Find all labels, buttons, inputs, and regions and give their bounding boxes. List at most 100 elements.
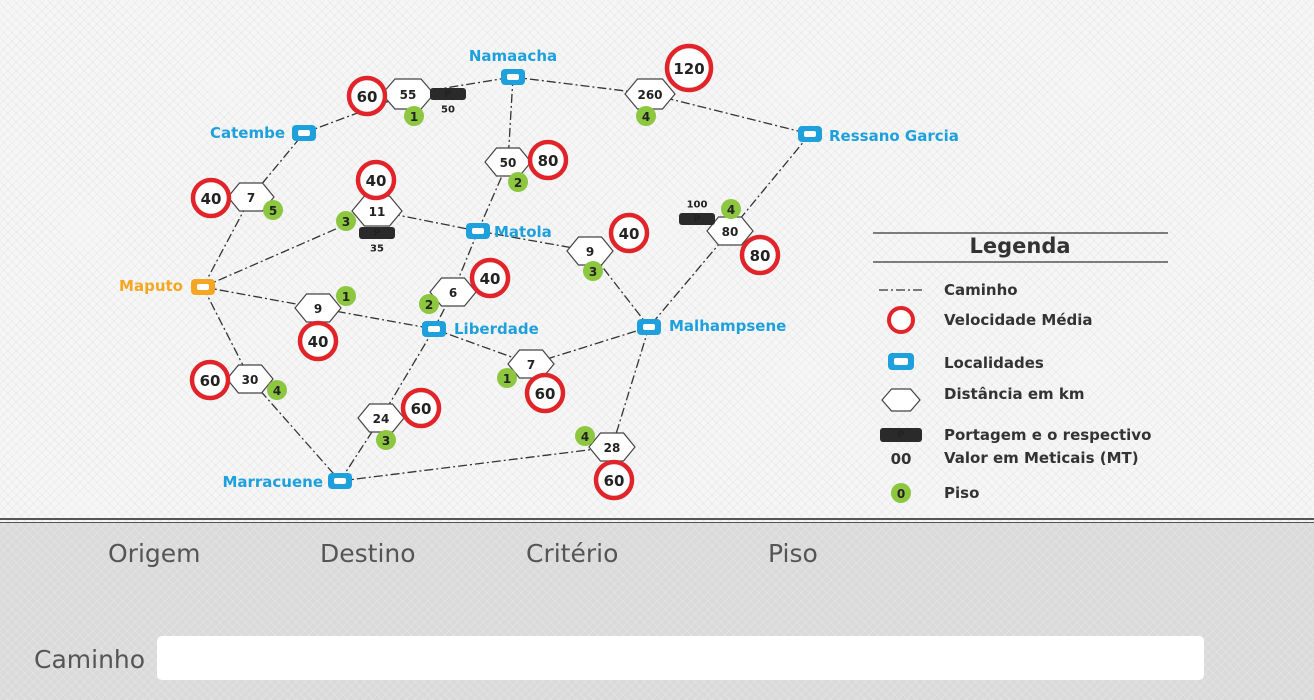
distance-value: 6 [449, 286, 457, 300]
distance-value: 50 [500, 156, 517, 170]
distance-value: 9 [314, 302, 322, 316]
piso-icon [263, 200, 283, 220]
location-catembe[interactable]: Catembe [210, 124, 316, 142]
legend-speed-icon [887, 306, 915, 334]
legend-piso: Piso [944, 484, 979, 502]
segment-namaacha-matola: 50 80 2 [484, 139, 569, 192]
legend-piso-icon [891, 483, 911, 503]
speed-limit-icon [524, 372, 566, 414]
piso-value: 4 [642, 110, 650, 124]
piso-selector[interactable]: Piso [768, 539, 818, 568]
speed-limit-icon [400, 387, 442, 429]
road-maputo-liberdade [202, 286, 435, 330]
legend-piso-sample: 0 [897, 487, 905, 501]
segment-catembe-namaacha: 55 60 1 P 50 [346, 75, 466, 126]
location-ressano[interactable]: Ressano Garcia [798, 126, 959, 145]
toll-icon [679, 213, 715, 225]
piso-value: 2 [425, 298, 433, 312]
location-matola[interactable]: Matola [466, 223, 552, 241]
legend-velocidade: Velocidade Média [944, 311, 1093, 329]
distance-value: 11 [369, 205, 386, 219]
speed-limit-icon [346, 75, 388, 117]
road-matola-liberdade [433, 230, 479, 330]
location-marracuene[interactable]: Marracuene [222, 473, 352, 491]
speed-limit-icon [189, 359, 231, 401]
criterio-selector[interactable]: Critério [526, 539, 619, 568]
toll-value: 50 [441, 105, 455, 116]
legend-title: Legenda [969, 234, 1070, 258]
distance-hexagon [624, 78, 676, 110]
segment-namaacha-ressano: 260 120 4 [624, 43, 714, 126]
toll-label: P [693, 214, 700, 225]
panel-divider [0, 518, 1314, 520]
piso-value: 1 [342, 290, 350, 304]
location-liberdade[interactable]: Liberdade [422, 320, 539, 338]
legend-toll-icon-label: P [897, 430, 904, 441]
piso-value: 3 [589, 265, 597, 279]
segment-maputo-liberdade: 9 40 1 [294, 286, 356, 362]
location-maputo[interactable]: Maputo [119, 277, 215, 295]
location-icon-inner [804, 131, 816, 137]
distance-value: 80 [722, 225, 739, 239]
piso-value: 5 [269, 204, 277, 218]
toll-icon [359, 227, 395, 239]
legend-location-icon-inner [894, 358, 908, 365]
distance-hexagon [706, 216, 754, 246]
location-icon-inner [428, 326, 440, 332]
speed-limit-icon [190, 177, 232, 219]
location-label: Namaacha [469, 47, 557, 65]
location-label: Marracuene [222, 473, 323, 491]
speed-value: 40 [201, 190, 222, 208]
location-label: Maputo [119, 277, 183, 295]
segment-maputo-marracuene: 30 60 4 [189, 359, 287, 401]
legend-caminho: Caminho [944, 281, 1018, 299]
piso-icon [336, 211, 356, 231]
speed-value: 120 [673, 60, 704, 78]
location-label: Liberdade [454, 320, 539, 338]
location-malhampsene[interactable]: Malhampsene [637, 317, 786, 335]
legend-localidades: Localidades [944, 354, 1044, 372]
distance-value: 7 [527, 358, 535, 372]
speed-limit-icon [527, 139, 569, 181]
distance-value: 24 [373, 412, 390, 426]
speed-value: 40 [366, 172, 387, 190]
speed-limit-icon [593, 459, 635, 501]
piso-value: 1 [410, 110, 418, 124]
speed-limit-icon [469, 257, 511, 299]
piso-icon [721, 199, 741, 219]
distance-hexagon [588, 432, 636, 462]
speed-value: 60 [411, 400, 432, 418]
segment-maputo-catembe: 7 40 5 [190, 177, 283, 220]
piso-icon [419, 294, 439, 314]
piso-value: 1 [503, 372, 511, 386]
toll-value: 35 [370, 244, 384, 255]
caminho-field[interactable] [157, 636, 1204, 680]
speed-value: 60 [535, 385, 556, 403]
speed-value: 40 [480, 270, 501, 288]
legend-distancia: Distância em km [944, 385, 1085, 403]
speed-value: 40 [619, 225, 640, 243]
location-label: Malhampsene [669, 317, 786, 335]
legend-toll-icon [880, 428, 922, 442]
distance-hexagon [226, 364, 274, 394]
piso-icon [376, 430, 396, 450]
origem-selector[interactable]: Origem [108, 539, 201, 568]
distance-hexagon [566, 236, 614, 266]
speed-limit-icon [355, 159, 397, 201]
location-icon-inner [334, 478, 346, 484]
piso-value: 4 [581, 430, 589, 444]
location-label: Catembe [210, 124, 285, 142]
location-icon-inner [298, 130, 310, 136]
speed-value: 60 [200, 372, 221, 390]
speed-value: 40 [308, 333, 329, 351]
speed-value: 80 [538, 152, 559, 170]
distance-value: 7 [247, 191, 255, 205]
piso-icon [336, 286, 356, 306]
location-icon-inner [643, 324, 655, 330]
distance-value: 30 [242, 373, 259, 387]
location-namaacha[interactable]: Namaacha [469, 47, 557, 85]
segment-maputo-matola: 11 40 3 P 35 [336, 159, 403, 255]
destino-selector[interactable]: Destino [320, 539, 416, 568]
speed-limit-icon [739, 234, 781, 276]
